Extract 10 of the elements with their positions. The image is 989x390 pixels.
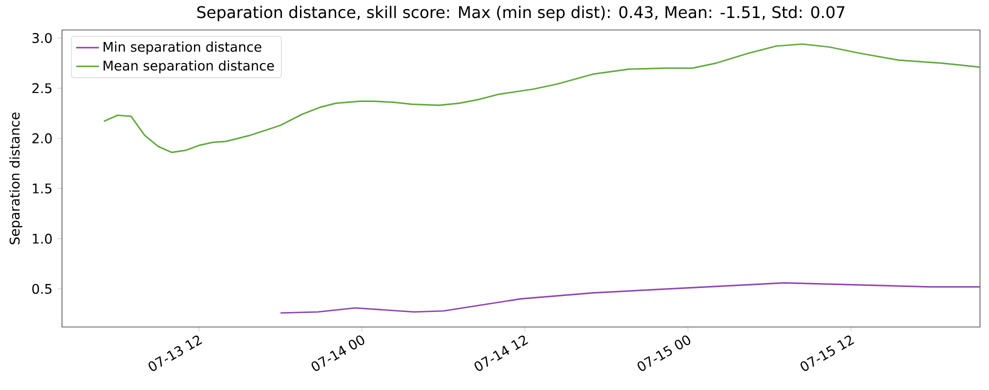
y-tick-label: 3.0 xyxy=(32,32,52,44)
y-tick-label: 1.0 xyxy=(32,234,52,244)
y-axis-title: Separation distance xyxy=(9,112,22,244)
y-tick-label: 2.0 xyxy=(32,133,52,144)
legend-label: Min separation distance xyxy=(104,42,262,54)
y-tick-label: 2.5 xyxy=(32,83,52,94)
y-tick-label: 1.5 xyxy=(32,184,52,194)
legend-label: Mean separation distance xyxy=(104,60,274,74)
y-tick-label: 0.5 xyxy=(32,284,52,294)
chart-title: Separation distance, skill score: Max (min sep dist): 0.43, Mean: -1.51, Std: 0.07 xyxy=(197,6,844,22)
